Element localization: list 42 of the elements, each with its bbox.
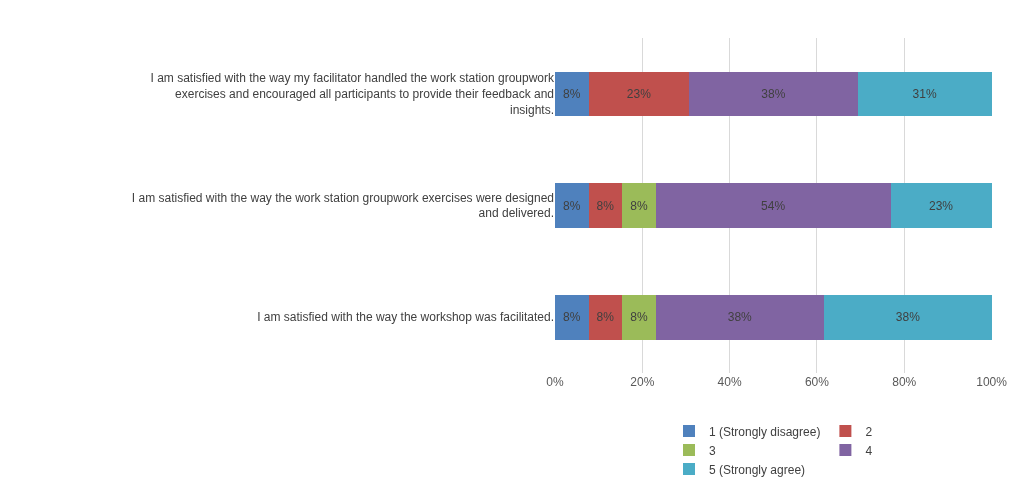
x-tick-label: 60% <box>804 375 830 389</box>
legend-label: 1 (Strongly disagree) <box>709 424 821 439</box>
x-tick-label: 100% <box>976 375 1008 389</box>
bar <box>622 183 656 228</box>
bar <box>555 294 589 340</box>
bar <box>588 183 623 228</box>
data-label: 31% <box>912 86 937 101</box>
data-label: 38% <box>895 310 921 325</box>
bar <box>622 294 656 340</box>
bar <box>588 294 623 340</box>
bar <box>890 183 992 228</box>
legend-label: 4 <box>865 443 873 458</box>
x-tick-label: 40% <box>717 375 742 389</box>
data-label: 8% <box>596 198 615 213</box>
data-label: 8% <box>562 198 581 213</box>
y-tick-label: I am satisfied with the way my facilitator handled the work station groupwork exercises and encouraged all participants to provide their feedback and insights. <box>150 71 555 117</box>
data-label: 8% <box>562 86 581 101</box>
bar <box>689 71 858 117</box>
bar <box>555 71 589 117</box>
data-label: 8% <box>596 310 615 325</box>
data-label: 23% <box>928 198 954 213</box>
x-tick-label: 20% <box>630 375 655 389</box>
data-label: 38% <box>761 86 786 101</box>
bar <box>655 294 824 340</box>
data-label: 38% <box>727 310 753 325</box>
data-label: 8% <box>630 310 648 325</box>
data-label: 8% <box>630 198 648 213</box>
data-label: 54% <box>761 198 786 213</box>
bar <box>588 71 690 117</box>
legend-label: 3 <box>709 443 716 458</box>
bar <box>857 71 992 117</box>
bar <box>823 294 992 340</box>
y-tick-label: I am satisfied with the way the work station groupwork exercises were designed and delivered. <box>131 190 554 221</box>
data-label: 23% <box>626 86 652 101</box>
y-tick-label: I am satisfied with the way the workshop was facilitated. <box>257 310 554 325</box>
x-tick-label: 0% <box>546 375 564 389</box>
bar <box>555 183 589 228</box>
data-label: 8% <box>562 310 581 325</box>
bar <box>655 183 891 228</box>
x-tick-label: 80% <box>892 375 917 389</box>
legend-label: 2 <box>865 424 873 439</box>
legend-label: 5 (Strongly agree) <box>709 462 806 477</box>
